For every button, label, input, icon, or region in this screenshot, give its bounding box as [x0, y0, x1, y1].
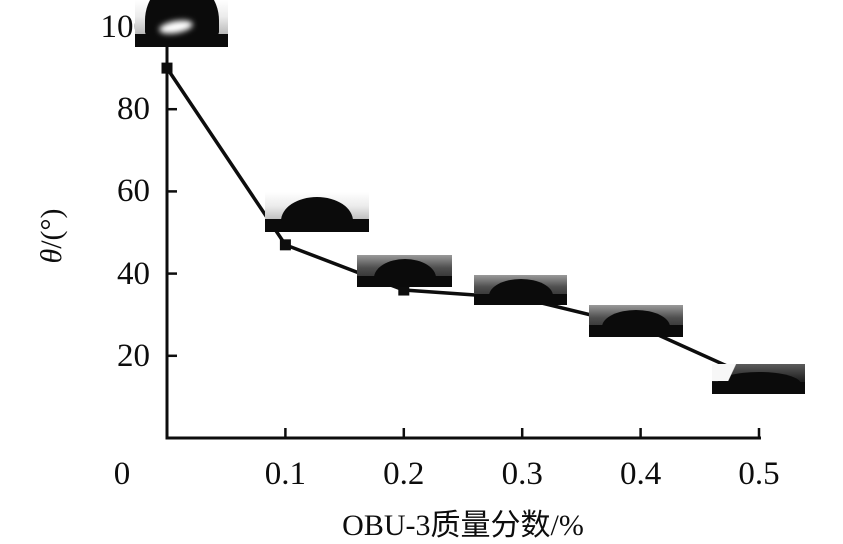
droplet-base — [589, 325, 683, 337]
data-point-marker — [398, 284, 410, 296]
droplet-base — [474, 294, 567, 305]
droplet-base — [135, 34, 228, 47]
droplet-dome — [602, 310, 670, 327]
droplet-photo-0.5pct — [712, 364, 805, 394]
x-axis-title: OBU-3质量分数/% — [342, 509, 584, 542]
droplet-photo-0.1pct — [265, 192, 369, 232]
droplet-dome — [373, 259, 436, 278]
data-point-marker — [279, 239, 291, 251]
droplet-photo-0.2pct — [357, 255, 452, 287]
droplet-photo-0.4pct — [589, 305, 683, 337]
droplet-base — [265, 219, 369, 232]
data-point-marker — [161, 62, 173, 74]
droplet-dome — [281, 197, 353, 221]
droplet-base — [712, 382, 805, 394]
droplet-base — [357, 276, 452, 287]
droplet-photo-0pct — [135, 0, 228, 47]
droplet-photo-0.3pct — [474, 275, 567, 305]
droplet-dome — [488, 279, 553, 296]
droplet-corner-glare — [712, 364, 748, 381]
